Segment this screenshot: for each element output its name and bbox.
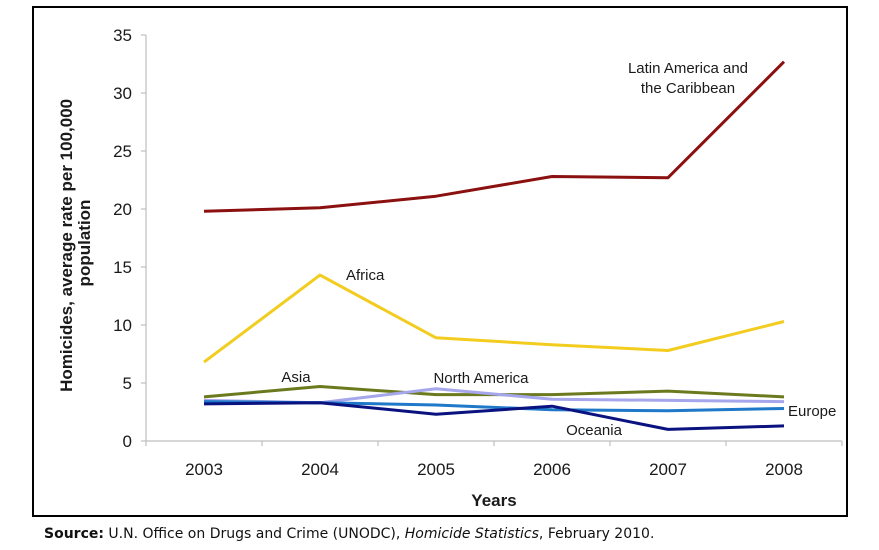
source-label: Source: xyxy=(44,526,104,542)
series-label-africa: Africa xyxy=(346,267,385,284)
x-ticks: 2003 2004 2005 2006 2007 2008 xyxy=(145,441,843,479)
series-label-line: Asia xyxy=(281,369,311,386)
series-label-line: Africa xyxy=(346,267,385,284)
series-lines xyxy=(203,60,786,431)
source-text-before: U.N. Office on Drugs and Crime (UNODC), xyxy=(103,526,405,542)
x-tick-label: 2005 xyxy=(417,460,455,479)
y-axis-title-line-2: population xyxy=(75,200,94,287)
chart-frame xyxy=(32,6,848,517)
x-tick-label: 2008 xyxy=(765,460,803,479)
y-tick-label: 20 xyxy=(113,200,132,219)
series-label-line: North America xyxy=(433,370,529,387)
series-label-line: Latin America and xyxy=(628,60,748,77)
series-label-asia: Asia xyxy=(281,369,311,386)
series-label-line: Europe xyxy=(788,403,836,420)
y-ticks: 0 5 10 15 20 25 30 35 xyxy=(113,26,146,451)
axes: 0 5 10 15 20 25 30 35 2003 2004 2005 2006 2007 2008 xyxy=(113,26,843,479)
y-tick-label: 10 xyxy=(113,316,132,335)
series-label-line: the Caribbean xyxy=(641,80,735,97)
y-tick-label: 5 xyxy=(123,374,132,393)
series-label-line: Oceania xyxy=(566,422,623,439)
series-label-europe: Europe xyxy=(788,403,836,420)
y-tick-label: 35 xyxy=(113,26,132,45)
x-tick-label: 2003 xyxy=(185,460,223,479)
y-tick-label: 0 xyxy=(123,432,132,451)
series-labels: Latin America and the Caribbean Africa Asia… xyxy=(281,60,836,439)
x-tick-label: 2006 xyxy=(533,460,571,479)
y-tick-label: 25 xyxy=(113,142,132,161)
y-tick-label: 30 xyxy=(113,84,132,103)
source-text-after: , February 2010. xyxy=(538,526,655,542)
series-label-latin-america-and-the-caribbean: Latin America and the Caribbean xyxy=(628,60,748,97)
series-line-latin-america-and-the-caribbean xyxy=(203,60,786,213)
y-tick-label: 15 xyxy=(113,258,132,277)
series-line-africa xyxy=(203,273,785,364)
series-label-oceania: Oceania xyxy=(566,422,623,439)
x-tick-label: 2004 xyxy=(301,460,339,479)
series-label-north-america: North America xyxy=(433,370,529,387)
x-tick-label: 2007 xyxy=(649,460,687,479)
source-citation: Source: U.N. Office on Drugs and Crime (… xyxy=(44,526,654,542)
source-publication-title: Homicide Statistics xyxy=(404,526,539,542)
y-axis-title: Homicides, average rate per 100,000 popu… xyxy=(57,94,94,392)
series-line-oceania xyxy=(203,401,785,431)
y-axis-title-line-1: Homicides, average rate per 100,000 xyxy=(57,99,76,392)
x-axis-title: Years xyxy=(471,491,516,510)
